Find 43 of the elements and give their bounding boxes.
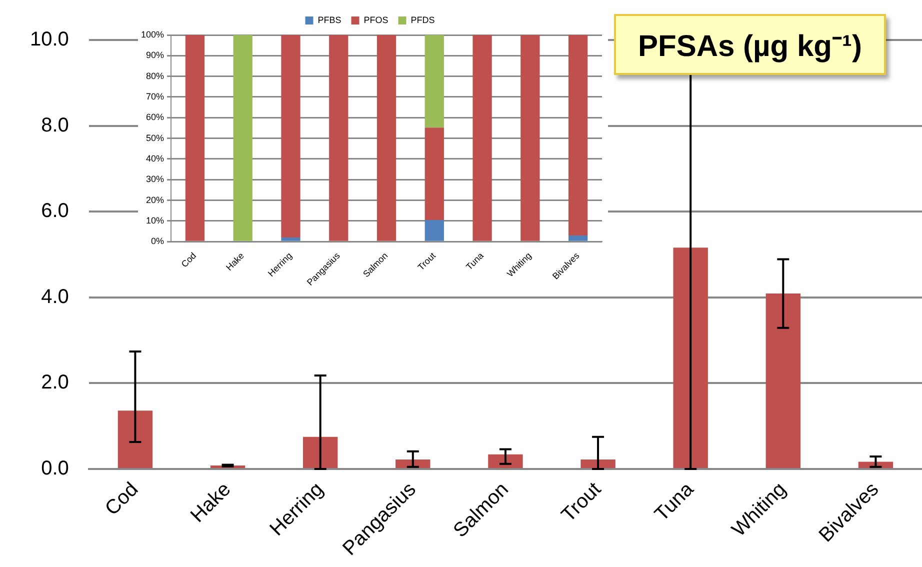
legend-label: PFBS xyxy=(318,14,342,25)
y-tick-label: 8.0 xyxy=(41,114,69,136)
y-tick-label: 6.0 xyxy=(41,200,69,222)
y-tick-label: 4.0 xyxy=(41,286,69,308)
y-tick-label: 60% xyxy=(146,112,164,122)
x-tick-label: Cod xyxy=(101,478,143,520)
bar xyxy=(580,460,616,468)
bar xyxy=(118,410,153,468)
bar xyxy=(472,35,492,241)
chart-title: PFSAs (µg kg⁻¹) xyxy=(614,14,886,75)
legend-label: PFDS xyxy=(410,14,435,25)
bar xyxy=(329,35,348,241)
bar xyxy=(424,128,444,220)
y-tick-label: 20% xyxy=(146,194,164,205)
y-tick-label: 70% xyxy=(146,91,164,102)
y-tick-label: 0% xyxy=(151,236,164,246)
y-tick-label: 10% xyxy=(146,215,164,226)
x-tick-label: Cod xyxy=(179,250,198,270)
y-tick-label: 30% xyxy=(146,174,164,184)
y-tick-label: 80% xyxy=(146,70,164,81)
bar xyxy=(568,235,588,241)
y-tick-label: 10.0 xyxy=(30,28,69,51)
bar xyxy=(568,35,588,236)
y-tick-label: 90% xyxy=(146,50,164,60)
bar xyxy=(424,220,444,241)
bar xyxy=(673,248,708,468)
y-tick-label: 40% xyxy=(146,153,164,164)
bar xyxy=(281,35,300,238)
y-tick-label: 2.0 xyxy=(41,372,69,394)
y-tick-label: 100% xyxy=(140,29,164,40)
bar xyxy=(233,35,252,241)
bar xyxy=(185,35,205,241)
legend-label: PFOS xyxy=(364,14,388,25)
bar xyxy=(488,454,523,468)
bar xyxy=(376,35,396,241)
y-tick-label: 0.0 xyxy=(41,458,69,480)
bar xyxy=(520,35,540,241)
bar xyxy=(424,35,444,128)
bar xyxy=(281,238,300,241)
bar xyxy=(766,294,801,468)
bar xyxy=(302,436,338,468)
y-tick-label: 50% xyxy=(146,132,164,143)
x-tick-label: Tuna xyxy=(650,478,699,526)
